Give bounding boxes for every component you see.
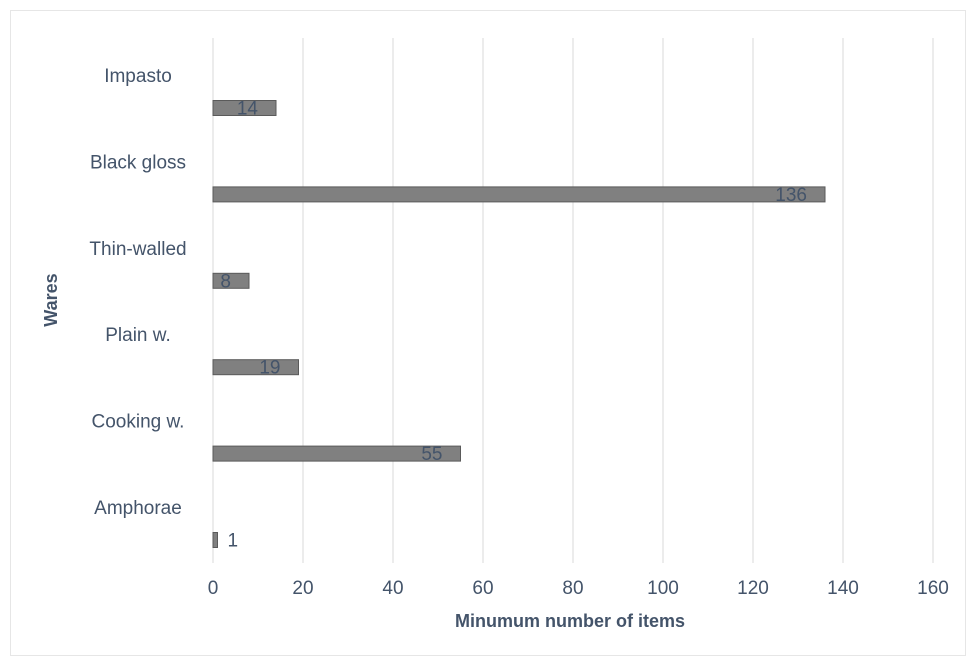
- category-label: Thin-walled: [89, 239, 186, 260]
- bar: [212, 532, 218, 548]
- category-label: Amphorae: [94, 498, 182, 519]
- x-tick-label: 100: [647, 578, 679, 599]
- data-label: 136: [775, 185, 807, 206]
- category-label: Cooking w.: [92, 412, 185, 433]
- bars: [212, 100, 826, 548]
- x-tick-labels: 0 20 40 60 80 100 120 140 160: [208, 578, 949, 599]
- data-label: 1: [228, 531, 239, 552]
- data-label: 14: [237, 99, 259, 120]
- bar: [212, 445, 461, 462]
- bar: [212, 359, 299, 376]
- category-labels: Impasto Black gloss Thin-walled Plain w. Coo…: [89, 66, 186, 519]
- bar: [212, 272, 250, 289]
- x-tick-label: 160: [917, 578, 949, 599]
- gridlines: [212, 38, 934, 563]
- category-label: Black gloss: [90, 152, 186, 173]
- bar: [212, 100, 277, 116]
- x-tick-label: 20: [292, 578, 313, 599]
- x-axis-title: Minumum number of items: [455, 611, 685, 631]
- bar: [212, 186, 826, 203]
- x-tick-label: 60: [472, 578, 493, 599]
- data-label: 8: [220, 271, 231, 292]
- data-label: 19: [259, 358, 280, 379]
- x-tick-label: 0: [208, 578, 219, 599]
- y-axis-title: Wares: [41, 273, 61, 326]
- x-tick-label: 140: [827, 578, 859, 599]
- data-labels: 14 136 8 19 55 1: [220, 99, 807, 552]
- data-label: 55: [421, 444, 442, 465]
- category-label: Impasto: [104, 66, 172, 87]
- chart-frame: [10, 10, 966, 656]
- x-tick-label: 40: [382, 578, 403, 599]
- x-tick-label: 120: [737, 578, 769, 599]
- category-label: Plain w.: [105, 325, 170, 346]
- x-tick-label: 80: [562, 578, 583, 599]
